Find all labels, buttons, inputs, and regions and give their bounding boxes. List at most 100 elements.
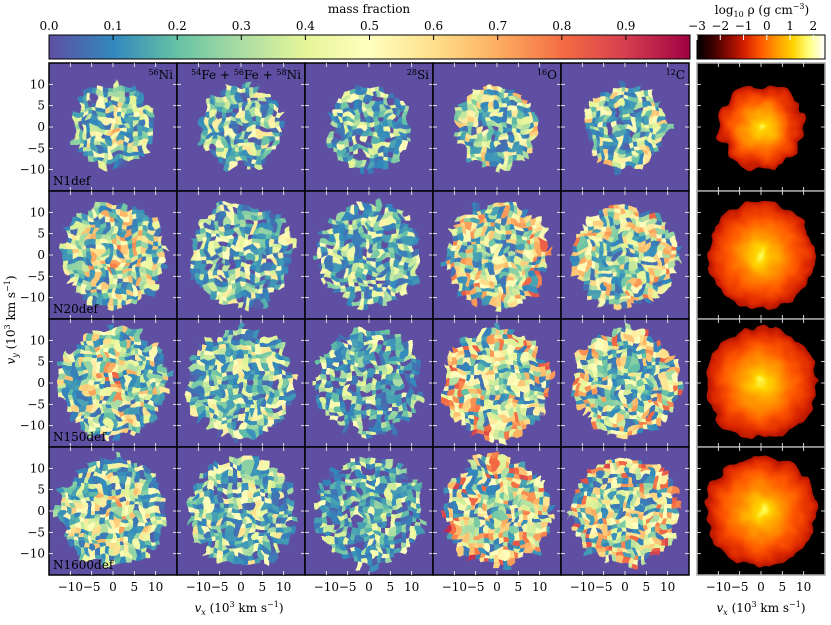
ejecta-cell xyxy=(639,146,646,153)
ejecta-cell xyxy=(521,121,528,128)
ejecta-cell xyxy=(112,224,118,230)
ejecta-cell xyxy=(213,350,219,356)
ejecta-cell xyxy=(383,249,389,255)
ejecta-cell xyxy=(408,274,414,280)
ejecta-cell xyxy=(519,355,525,361)
ejecta-cell xyxy=(203,380,209,386)
ejecta-cell xyxy=(92,111,99,118)
ejecta-cell xyxy=(260,156,267,163)
ejecta-cell xyxy=(85,405,91,411)
ejecta-cell xyxy=(356,410,362,416)
ejecta-cell xyxy=(132,244,138,250)
ejecta-cell xyxy=(341,425,347,431)
ejecta-cell xyxy=(647,425,653,431)
ejecta-cell xyxy=(210,244,216,250)
ejecta-cell xyxy=(258,420,264,426)
ejecta-cell xyxy=(667,375,673,381)
ejecta-cell xyxy=(449,400,455,406)
ejecta-cell xyxy=(519,340,525,346)
ejecta-cell xyxy=(519,350,525,356)
ejecta-cell xyxy=(647,370,653,376)
ejecta-cell xyxy=(451,254,457,260)
ejecta-cell xyxy=(506,106,513,113)
ejecta-cell xyxy=(152,219,158,225)
ejecta-cell xyxy=(378,86,385,93)
ejecta-cell xyxy=(250,249,256,255)
ejecta-cell xyxy=(459,415,465,421)
ejecta-cell xyxy=(323,229,329,235)
ejecta-cell xyxy=(107,204,113,210)
ejecta-cell xyxy=(117,106,124,113)
ejecta-cell xyxy=(456,239,462,245)
ejecta-cell xyxy=(263,425,269,431)
panel-N20def-fe xyxy=(176,190,306,320)
ejecta-cell xyxy=(225,239,231,245)
ejecta-cell xyxy=(476,121,483,128)
ejecta-cell xyxy=(223,375,229,381)
ejecta-cell xyxy=(526,146,533,153)
ejecta-cell xyxy=(230,136,237,143)
ejecta-cell xyxy=(190,254,196,260)
ejecta-cell xyxy=(142,249,148,255)
ejecta-cell xyxy=(122,86,129,93)
ejecta-cell xyxy=(250,219,256,225)
ejecta-cell xyxy=(572,380,578,386)
ejecta-cell xyxy=(102,101,109,108)
ejecta-cell xyxy=(193,390,199,396)
ejecta-cell xyxy=(87,116,94,123)
ejecta-cell xyxy=(363,274,369,280)
ejecta-cell xyxy=(208,425,214,431)
ejecta-cell xyxy=(627,400,633,406)
ejecta-cell xyxy=(215,289,221,295)
ejecta-cell xyxy=(634,91,641,98)
ejecta-cell xyxy=(659,229,665,235)
ejecta-cell xyxy=(589,244,595,250)
ejecta-cell xyxy=(115,430,121,436)
ejecta-cell xyxy=(97,254,103,260)
ejecta-cell xyxy=(609,274,615,280)
ejecta-cell xyxy=(145,350,151,356)
ejecta-cell xyxy=(629,156,636,163)
ejecta-cell xyxy=(218,370,224,376)
ejecta-cell xyxy=(250,161,257,168)
ejecta-cell xyxy=(619,131,626,138)
ejecta-cell xyxy=(577,350,583,356)
ejecta-cell xyxy=(258,400,264,406)
ejecta-cell xyxy=(326,390,332,396)
ejecta-cell xyxy=(348,254,354,260)
ejecta-cell xyxy=(120,375,126,381)
ejecta-cell xyxy=(669,264,675,270)
species-label-ni56: 56Ni xyxy=(148,68,173,82)
ejecta-cell xyxy=(100,345,106,351)
ejecta-cell xyxy=(637,335,643,341)
ejecta-cell xyxy=(80,350,86,356)
ejecta-cell xyxy=(160,380,166,386)
ejecta-cell xyxy=(132,254,138,260)
ejecta-cell xyxy=(316,365,322,371)
ejecta-cell xyxy=(371,415,377,421)
ejecta-cell xyxy=(142,279,148,285)
ejecta-cell xyxy=(521,141,528,148)
ejecta-cell xyxy=(210,269,216,275)
ejecta-cell xyxy=(589,219,595,225)
ejecta-cell xyxy=(373,269,379,275)
ejecta-cell xyxy=(155,395,161,401)
ejecta-cell xyxy=(147,106,154,113)
ejecta-cell xyxy=(92,229,98,235)
ejecta-cell xyxy=(649,101,656,108)
ejecta-cell xyxy=(353,91,360,98)
ejecta-cell xyxy=(228,345,234,351)
ejecta-cell xyxy=(474,385,480,391)
ejecta-cell xyxy=(215,234,221,240)
ejecta-cell xyxy=(92,131,99,138)
ejecta-cell xyxy=(371,380,377,386)
ejecta-cell xyxy=(622,345,628,351)
ejecta-cell xyxy=(594,274,600,280)
ejecta-cell xyxy=(268,360,274,366)
ejecta-cell xyxy=(265,224,271,230)
ejecta-cell xyxy=(481,86,488,93)
ejecta-cell xyxy=(506,86,513,93)
ejecta-cell xyxy=(132,121,139,128)
ejecta-cell xyxy=(454,380,460,386)
ejecta-cell xyxy=(346,365,352,371)
